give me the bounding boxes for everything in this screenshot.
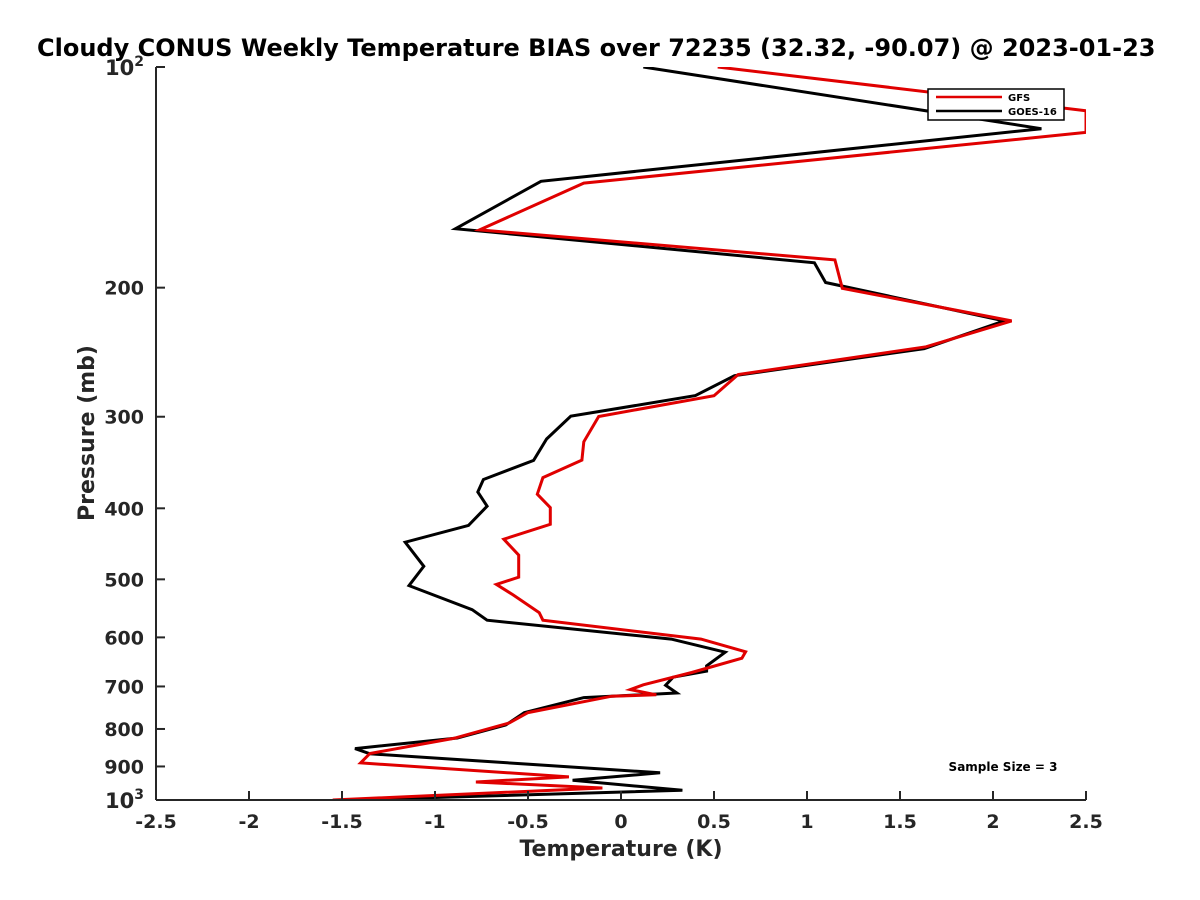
x-axis-ticks: -2.5 -2 -1.5 -1 -0.5 0 0.5 1 1.5 2 2.5 bbox=[135, 791, 1103, 833]
y-tick-label: 103 bbox=[105, 787, 144, 813]
y-axis-label: Pressure (mb) bbox=[75, 345, 100, 521]
y-tick-label: 200 bbox=[104, 278, 144, 300]
plot-lines bbox=[332, 67, 1086, 800]
x-axis-label: Temperature (K) bbox=[519, 837, 722, 862]
y-tick-label: 800 bbox=[104, 719, 144, 741]
y-tick-label: 700 bbox=[104, 676, 144, 698]
x-tick-label: 0 bbox=[614, 811, 627, 833]
x-tick-label: -1 bbox=[424, 811, 445, 833]
legend: GFS GOES-16 bbox=[927, 88, 1065, 121]
legend-label-gfs: GFS bbox=[1008, 93, 1030, 104]
x-tick-label: 2 bbox=[986, 811, 999, 833]
y-tick-label: 500 bbox=[104, 569, 144, 591]
series-line-goes16 bbox=[347, 67, 1042, 800]
y-tick-label: 900 bbox=[104, 756, 144, 778]
y-tick-label: 102 bbox=[105, 54, 144, 80]
y-tick-label: 300 bbox=[104, 407, 144, 429]
x-tick-label: -1.5 bbox=[321, 811, 363, 833]
chart-title: Cloudy CONUS Weekly Temperature BIAS ove… bbox=[37, 34, 1155, 62]
x-tick-label: -0.5 bbox=[507, 811, 549, 833]
x-tick-label: -2.5 bbox=[135, 811, 177, 833]
legend-box bbox=[927, 88, 1065, 121]
y-tick-label: 400 bbox=[104, 498, 144, 520]
x-tick-label: 2.5 bbox=[1069, 811, 1103, 833]
x-tick-label: 1.5 bbox=[883, 811, 917, 833]
x-tick-label: 0.5 bbox=[697, 811, 731, 833]
y-axis-ticks: 102 200 300 400 500 600 700 800 900 103 bbox=[104, 54, 165, 813]
x-tick-label: -2 bbox=[238, 811, 259, 833]
x-tick-label: 1 bbox=[800, 811, 813, 833]
legend-label-goes16: GOES-16 bbox=[1008, 107, 1057, 118]
series-line-gfs bbox=[332, 67, 1086, 800]
y-tick-label: 600 bbox=[104, 627, 144, 649]
sample-size-annotation: Sample Size = 3 bbox=[949, 760, 1058, 774]
